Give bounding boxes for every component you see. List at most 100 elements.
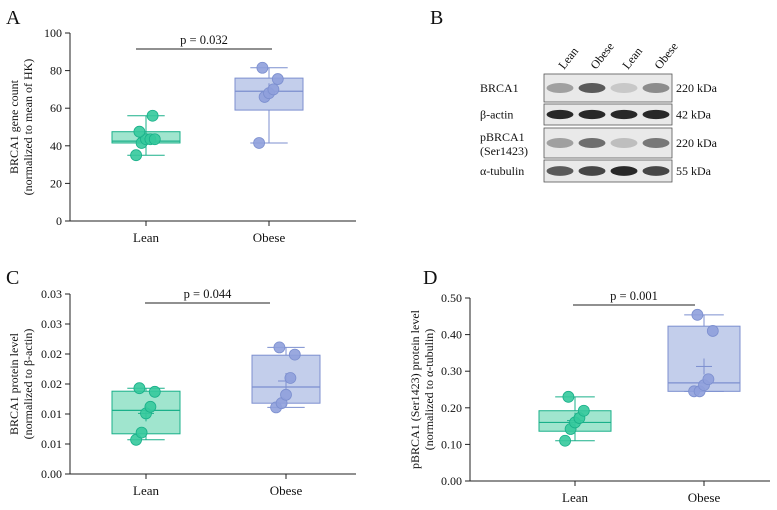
band bbox=[642, 109, 670, 120]
group-lean: Lean bbox=[111, 109, 181, 245]
protein-label: pBRCA1 bbox=[480, 130, 525, 144]
band bbox=[610, 109, 638, 120]
y-tick-label: 60 bbox=[50, 101, 62, 115]
data-point bbox=[284, 372, 297, 384]
band bbox=[642, 83, 670, 93]
group-lean: Lean bbox=[538, 390, 612, 505]
band bbox=[546, 83, 574, 93]
data-point bbox=[135, 426, 148, 439]
y-axis-label-line1: BRCA1 gene count bbox=[7, 79, 21, 174]
blot-row: BRCA1 220 kDa bbox=[480, 73, 718, 103]
data-point bbox=[148, 385, 161, 398]
panel-letter: B bbox=[430, 7, 443, 29]
y-axis-label-line2: (normalized to mean of HK) bbox=[21, 59, 35, 196]
y-tick-label: 100 bbox=[44, 26, 62, 40]
p-value-label: p = 0.044 bbox=[184, 287, 232, 301]
chart-panel-d: D 0.00 0.10 0.20 0.30 0.40 0.50 pBRCA1 (Ser1423… bbox=[408, 267, 770, 505]
y-tick-label: 0.03 bbox=[41, 317, 62, 331]
blot-row: pBRCA1(Ser1423) 220 kDa bbox=[480, 127, 718, 159]
data-point bbox=[280, 388, 292, 401]
y-axis-label-line2: (normalized to β-actin) bbox=[21, 329, 35, 440]
data-point bbox=[271, 73, 284, 85]
panel-letter: C bbox=[6, 267, 19, 289]
band bbox=[642, 166, 670, 176]
y-tick-label: 0.20 bbox=[441, 401, 462, 415]
p-value-label: p = 0.001 bbox=[610, 289, 658, 303]
data-point bbox=[130, 149, 143, 162]
band bbox=[578, 109, 606, 120]
molecular-weight-label: 55 kDa bbox=[676, 164, 712, 178]
data-point bbox=[562, 390, 575, 403]
y-axis-label: pBRCA1 (Ser1423) protein level(normalize… bbox=[408, 309, 436, 469]
x-category-label: Obese bbox=[688, 490, 721, 505]
x-category-label: Lean bbox=[133, 483, 159, 498]
y-tick-label: 0.01 bbox=[41, 437, 62, 451]
data-point bbox=[267, 83, 280, 96]
panel-letter: D bbox=[423, 267, 437, 289]
blot-strip bbox=[543, 159, 673, 183]
data-point bbox=[148, 133, 161, 146]
data-point bbox=[146, 109, 159, 122]
band bbox=[578, 138, 606, 148]
data-point bbox=[273, 341, 286, 354]
data-point bbox=[253, 137, 266, 149]
y-tick-label: 0.30 bbox=[441, 364, 462, 378]
blot-row: α-tubulin 55 kDa bbox=[480, 159, 712, 183]
lane-label: Obese bbox=[587, 40, 617, 72]
data-point bbox=[559, 434, 571, 447]
y-tick-label: 0 bbox=[56, 214, 62, 228]
band bbox=[546, 138, 574, 148]
y-axis-label: BRCA1 protein level(normalized to β-acti… bbox=[7, 329, 35, 440]
data-point bbox=[144, 400, 157, 413]
protein-label: β-actin bbox=[480, 108, 513, 122]
data-point bbox=[288, 348, 301, 361]
band bbox=[546, 109, 574, 120]
y-tick-label: 0.02 bbox=[41, 377, 62, 391]
band bbox=[546, 166, 574, 176]
data-point bbox=[256, 61, 269, 74]
y-tick-label: 0.40 bbox=[441, 328, 462, 342]
lane-label: Lean bbox=[619, 44, 645, 72]
blot-row: β-actin 42 kDa bbox=[480, 103, 712, 126]
band bbox=[578, 83, 606, 93]
group-obese: Obese bbox=[234, 61, 304, 245]
data-point bbox=[702, 373, 715, 386]
band bbox=[642, 138, 670, 148]
x-category-label: Lean bbox=[562, 490, 588, 505]
protein-label-sub: (Ser1423) bbox=[480, 144, 528, 158]
data-point bbox=[706, 325, 719, 337]
band bbox=[610, 166, 638, 176]
y-tick-label: 80 bbox=[50, 64, 62, 78]
x-category-label: Obese bbox=[270, 483, 303, 498]
y-tick-label: 20 bbox=[50, 176, 62, 190]
p-value-label: p = 0.032 bbox=[180, 33, 228, 47]
y-axis-label-line1: BRCA1 protein level bbox=[7, 332, 21, 435]
y-tick-label: 0.00 bbox=[441, 474, 462, 488]
y-tick-label: 0.03 bbox=[41, 287, 62, 301]
group-obese: Obese bbox=[251, 341, 321, 498]
y-tick-label: 0.02 bbox=[41, 347, 62, 361]
y-tick-label: 0.10 bbox=[441, 437, 462, 451]
protein-label: α-tubulin bbox=[480, 164, 524, 178]
y-axis-label: BRCA1 gene count(normalized to mean of H… bbox=[7, 59, 35, 196]
y-axis-label-line1: pBRCA1 (Ser1423) protein level bbox=[408, 309, 422, 469]
x-category-label: Lean bbox=[133, 230, 159, 245]
group-lean: Lean bbox=[111, 382, 181, 498]
protein-label: BRCA1 bbox=[480, 81, 519, 95]
y-tick-label: 40 bbox=[50, 139, 62, 153]
panel-letter: A bbox=[6, 7, 21, 29]
data-point bbox=[133, 382, 146, 395]
band bbox=[610, 138, 638, 148]
lane-label: Lean bbox=[555, 44, 581, 72]
band bbox=[610, 83, 638, 93]
data-point bbox=[577, 404, 590, 417]
x-category-label: Obese bbox=[253, 230, 286, 245]
group-obese: Obese bbox=[667, 308, 741, 505]
y-tick-label: 0.01 bbox=[41, 407, 62, 421]
molecular-weight-label: 42 kDa bbox=[676, 108, 712, 122]
molecular-weight-label: 220 kDa bbox=[676, 81, 718, 95]
data-point bbox=[691, 308, 704, 321]
chart-panel-a: A 0 20 40 60 80 100 BRCA1 gene count(normalized… bbox=[6, 7, 356, 245]
y-tick-label: 0.50 bbox=[441, 291, 462, 305]
